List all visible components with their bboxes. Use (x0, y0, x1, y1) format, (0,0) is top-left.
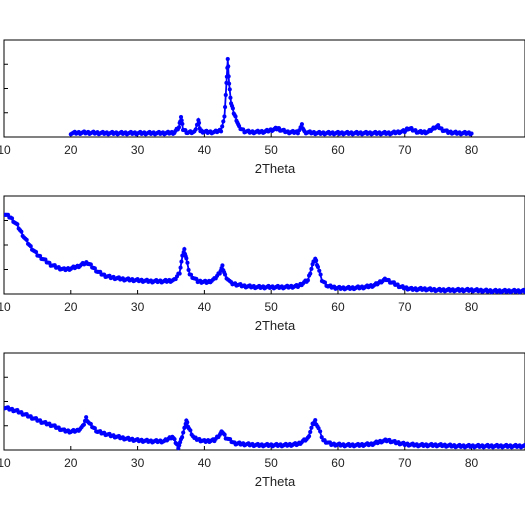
diffraction-data-point (172, 437, 177, 442)
diffraction-data-point (317, 268, 322, 273)
x-tick-label: 60 (331, 300, 345, 314)
diffraction-data-point (220, 124, 225, 129)
x-tick-label: 10 (0, 300, 11, 314)
diffraction-data-point (19, 229, 24, 234)
diffraction-data-point (184, 256, 189, 261)
x-tick-label: 70 (398, 456, 412, 470)
subplot-3: 10 20 30 40 50 60 70 80 2Theta (0, 352, 525, 489)
x-tick-label: 50 (264, 300, 278, 314)
diffraction-data-point (176, 125, 182, 130)
x-tick-label: 10 (0, 143, 11, 157)
x-tick-label: 70 (398, 143, 412, 157)
axes-frame (3, 39, 525, 138)
diffraction-data-point (313, 418, 318, 423)
diffraction-data-point (226, 64, 231, 69)
diffraction-data-point (221, 119, 226, 124)
diffraction-data-point (220, 263, 225, 268)
diffraction-data-point (308, 271, 313, 276)
axes-frame (3, 195, 525, 295)
diffraction-data-point (179, 259, 184, 264)
diffraction-data-point (182, 247, 187, 252)
diffraction-data-point (305, 278, 311, 283)
x-tick-label: 20 (64, 300, 78, 314)
x-tick-label: 50 (264, 143, 278, 157)
diffraction-data-point (309, 425, 314, 430)
diffraction-series-line (70, 59, 472, 135)
x-tick-label: 10 (0, 456, 11, 470)
diffraction-data-point (84, 415, 89, 420)
diffraction-data-point (193, 127, 198, 132)
diffraction-data-point (322, 280, 328, 285)
diffraction-data-point (178, 265, 183, 270)
diffraction-data-point (178, 114, 184, 120)
x-tick-label: 80 (465, 143, 479, 157)
diffraction-data-point (218, 129, 224, 134)
x-tick-label: 70 (398, 300, 412, 314)
subplot-2: 10 20 30 40 50 60 70 80 2Theta (0, 195, 525, 333)
diffraction-data-point (222, 432, 227, 437)
x-tick-label: 80 (465, 456, 479, 470)
x-tick-label: 20 (64, 456, 78, 470)
diffraction-data-point (188, 428, 193, 433)
diffraction-data-point (222, 104, 228, 110)
diffraction-data-point (228, 95, 233, 100)
diffraction-data-point (9, 216, 15, 221)
diffraction-data-point (230, 106, 235, 111)
diffraction-data-point (15, 222, 20, 227)
x-tick-label: 20 (64, 143, 78, 157)
diffraction-data-point (28, 244, 33, 249)
diffraction-data-point (309, 266, 314, 272)
diffraction-data-point (318, 429, 323, 434)
diffraction-data-point (308, 429, 313, 435)
x-tick-label: 30 (131, 456, 145, 470)
diffraction-data-point (177, 271, 182, 276)
diffraction-data-point (226, 74, 231, 79)
diffraction-data-point (299, 122, 305, 127)
diffraction-data-point (222, 272, 228, 277)
diffraction-data-point (24, 237, 29, 242)
diffraction-data-point (33, 249, 39, 255)
diffraction-data-point (314, 258, 319, 263)
axes-frame (3, 352, 525, 451)
x-axis-label: 2Theta (255, 318, 296, 333)
x-tick-label: 60 (331, 456, 345, 470)
diffraction-data-point (225, 56, 230, 62)
x-tick-label: 30 (131, 300, 145, 314)
diffraction-data-point (233, 114, 238, 119)
x-tick-label: 80 (465, 300, 479, 314)
diffraction-data-point (222, 114, 227, 119)
subplot-1: 10 20 30 40 50 60 70 80 2Theta (0, 39, 525, 176)
diffraction-data-point (223, 92, 228, 98)
x-tick-label: 60 (331, 143, 345, 157)
x-axis-label: 2Theta (255, 474, 296, 489)
diffraction-data-point (179, 118, 184, 123)
diffraction-data-point (469, 131, 474, 136)
diffraction-data-point (181, 430, 186, 435)
x-tick-label: 30 (131, 143, 145, 157)
diffraction-data-point (186, 267, 191, 273)
diffraction-data-point (227, 81, 232, 86)
x-axis-label: 2Theta (255, 161, 296, 176)
x-tick-label: 50 (264, 456, 278, 470)
diffraction-data-point (315, 264, 321, 270)
diffraction-series-line (4, 212, 525, 292)
diffraction-data-point (318, 272, 323, 277)
diffraction-data-point (185, 420, 190, 425)
diffraction-data-point (180, 435, 185, 440)
x-tick-label: 40 (198, 456, 212, 470)
diffraction-data-point (185, 260, 190, 265)
diffraction-data-point (227, 87, 232, 92)
x-tick-label: 40 (198, 143, 212, 157)
diffraction-data-point (196, 120, 202, 125)
diffraction-data-point (306, 434, 312, 439)
diffraction-data-point (180, 121, 185, 126)
x-tick-label: 40 (198, 300, 212, 314)
diffraction-data-point (81, 422, 87, 427)
